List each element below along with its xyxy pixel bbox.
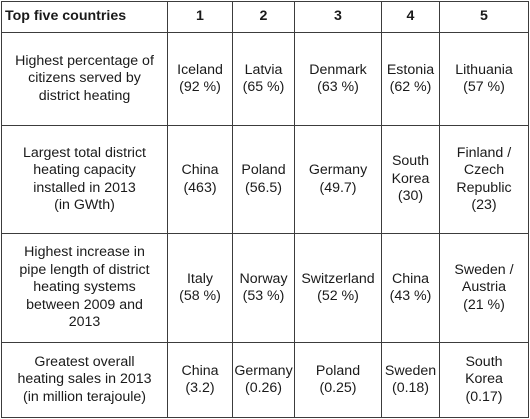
table-cell: Germany (49.7) xyxy=(294,125,382,234)
table-cell: Germany (0.26) xyxy=(232,342,295,418)
cell-value: Estonia (62 %) xyxy=(386,61,435,96)
table-cell: Iceland (92 %) xyxy=(167,32,233,126)
table-cell: Sweden / Austria (21 %) xyxy=(439,233,529,343)
cell-value: South Korea (0.17) xyxy=(465,353,503,405)
cell-value: Italy (58 %) xyxy=(179,270,221,305)
cell-value: Germany (49.7) xyxy=(308,162,368,196)
cell-value: Sweden (0.18) xyxy=(384,362,437,397)
header-rank-1: 1 xyxy=(167,1,233,33)
table-cell: Italy (58 %) xyxy=(167,233,233,343)
table-cell: China (463) xyxy=(167,125,233,234)
table-cell: South Korea (30) xyxy=(381,125,440,234)
row-category: Highest increase in pipe length of distr… xyxy=(1,233,168,343)
header-row: Top five countries 1 2 3 4 5 xyxy=(1,1,529,33)
cell-value: Switzerland (52 %) xyxy=(301,270,375,305)
cell-value: Lithuania (57 %) xyxy=(455,61,513,96)
cell-value: Norway (53 %) xyxy=(239,270,288,305)
category-label: Highest increase in pipe length of distr… xyxy=(19,244,150,331)
table-row: Largest total district heating capacity … xyxy=(1,125,529,234)
row-category: Largest total district heating capacity … xyxy=(1,125,168,234)
cell-value: China (3.2) xyxy=(181,362,219,397)
header-rank-2: 2 xyxy=(232,1,295,33)
table-cell: Lithuania (57 %) xyxy=(439,32,529,126)
cell-value: Iceland (92 %) xyxy=(177,61,223,96)
category-label: Highest percentage of citizens served by… xyxy=(15,52,154,104)
table-cell: South Korea (0.17) xyxy=(439,342,529,418)
cell-value: Denmark (63 %) xyxy=(309,61,367,96)
cell-value: Latvia (65 %) xyxy=(242,61,285,96)
cell-value: China (463) xyxy=(181,162,219,196)
table-cell: Poland (0.25) xyxy=(294,342,382,418)
table-cell: Switzerland (52 %) xyxy=(294,233,382,343)
cell-value: China (43 %) xyxy=(389,270,432,305)
header-rank-4: 4 xyxy=(381,1,440,33)
category-label: Largest total district heating capacity … xyxy=(22,144,146,214)
table-cell: China (43 %) xyxy=(381,233,440,343)
table-row: Greatest overall heating sales in 2013 (… xyxy=(1,342,529,418)
cell-value: Poland (0.25) xyxy=(315,362,361,397)
table-cell: Sweden (0.18) xyxy=(381,342,440,418)
table-cell: Latvia (65 %) xyxy=(232,32,295,126)
row-category: Greatest overall heating sales in 2013 (… xyxy=(1,342,168,418)
table-row: Highest percentage of citizens served by… xyxy=(1,32,529,126)
header-title: Top five countries xyxy=(1,1,168,33)
cell-value: Poland (56.5) xyxy=(241,162,286,196)
cell-value: South Korea (30) xyxy=(391,153,430,205)
cell-value: Germany (0.26) xyxy=(234,362,293,397)
category-label: Greatest overall heating sales in 2013 (… xyxy=(17,353,152,405)
table-row: Highest increase in pipe length of distr… xyxy=(1,233,529,343)
table-header: Top five countries 1 2 3 4 5 xyxy=(1,1,529,33)
row-category: Highest percentage of citizens served by… xyxy=(1,32,168,126)
cell-value: Sweden / Austria (21 %) xyxy=(454,261,514,313)
header-rank-5: 5 xyxy=(439,1,529,33)
table-cell: China (3.2) xyxy=(167,342,233,418)
table-cell: Estonia (62 %) xyxy=(381,32,440,126)
table-cell: Norway (53 %) xyxy=(232,233,295,343)
header-rank-3: 3 xyxy=(294,1,382,33)
table-cell: Denmark (63 %) xyxy=(294,32,382,126)
table-cell: Poland (56.5) xyxy=(232,125,295,234)
cell-value: Finland / Czech Republic (23) xyxy=(456,144,512,214)
table-body: Highest percentage of citizens served by… xyxy=(1,32,529,418)
table-cell: Finland / Czech Republic (23) xyxy=(439,125,529,234)
